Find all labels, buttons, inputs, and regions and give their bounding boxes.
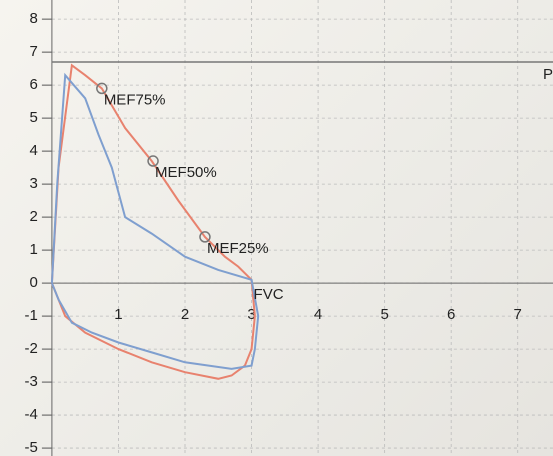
y-tick-label: -1 bbox=[25, 307, 38, 324]
y-tick-label: -5 bbox=[25, 439, 38, 456]
y-tick-label: 1 bbox=[30, 241, 38, 258]
x-tick-label: 4 bbox=[314, 306, 322, 323]
y-tick-label: 0 bbox=[30, 274, 38, 291]
x-tick-label: 5 bbox=[380, 306, 388, 323]
chart: -5-4-3-2-10123456781234567PMEF75%MEF50%M… bbox=[0, 0, 553, 456]
flow-volume-curve bbox=[52, 65, 255, 378]
y-tick-label: -2 bbox=[25, 340, 38, 357]
y-tick-label: -4 bbox=[25, 406, 38, 423]
annotation-label: FVC bbox=[254, 286, 284, 303]
x-tick-label: 6 bbox=[447, 306, 455, 323]
x-tick-label: 2 bbox=[181, 306, 189, 323]
y-tick-label: -3 bbox=[25, 373, 38, 390]
reference-label: P bbox=[543, 66, 553, 83]
y-tick-label: 3 bbox=[30, 175, 38, 192]
flow-volume-curve bbox=[52, 75, 258, 369]
y-tick-label: 6 bbox=[30, 76, 38, 93]
annotation-label: MEF75% bbox=[104, 91, 166, 108]
y-tick-label: 2 bbox=[30, 208, 38, 225]
x-tick-label: 1 bbox=[114, 306, 122, 323]
y-tick-label: 4 bbox=[30, 142, 38, 159]
y-tick-label: 7 bbox=[30, 43, 38, 60]
annotation-label: MEF25% bbox=[207, 240, 269, 257]
y-tick-label: 8 bbox=[30, 10, 38, 27]
y-tick-label: 5 bbox=[30, 109, 38, 126]
x-tick-label: 7 bbox=[514, 306, 522, 323]
annotation-label: MEF50% bbox=[155, 164, 217, 181]
